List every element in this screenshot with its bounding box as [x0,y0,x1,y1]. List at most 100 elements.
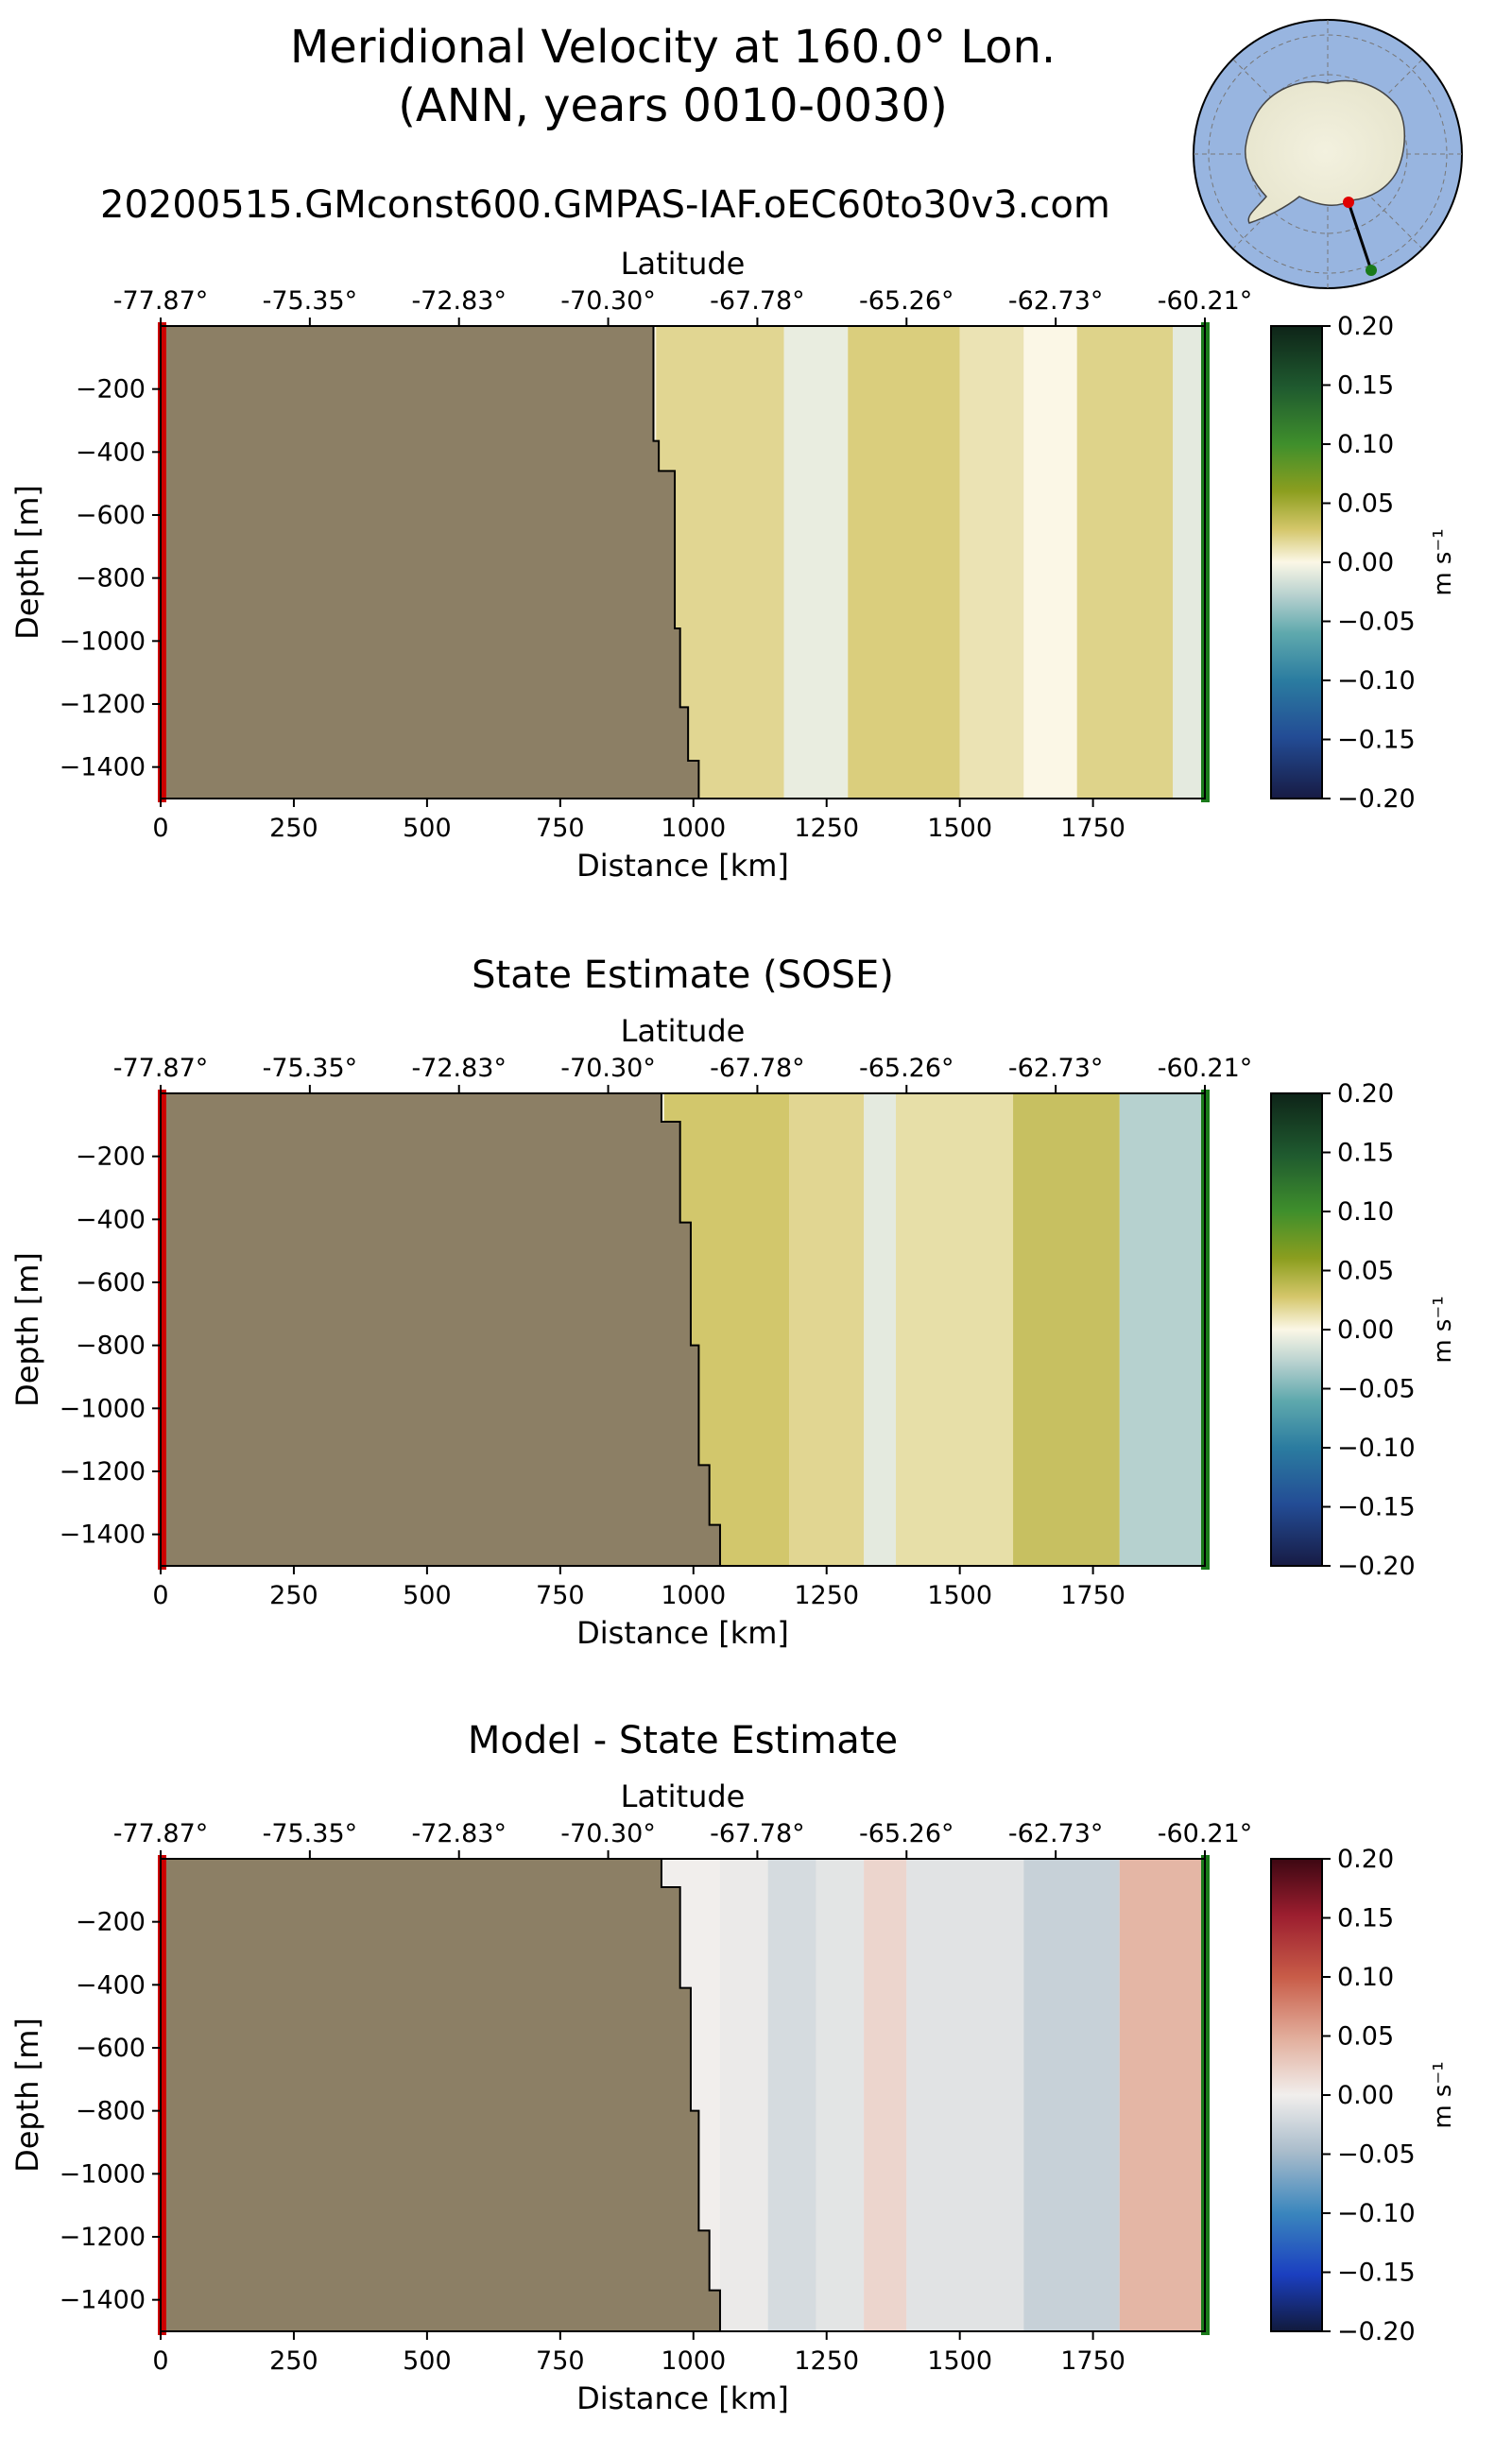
x-tick-label: 250 [269,1581,318,1610]
x-tick-label: 0 [152,814,168,843]
y-tick-label: −1200 [60,690,146,719]
colorbar-tick-label: −0.05 [1337,608,1416,637]
lat-tick-label: -75.35° [263,1054,358,1083]
y-tick-label: −1200 [60,1457,146,1486]
colorbar-tick-label: −0.20 [1337,2317,1416,2346]
velocity-column [816,1859,865,2331]
antarctica-landmass [1245,79,1405,224]
lat-tick-label: -67.78° [710,1054,805,1083]
velocity-column [767,1859,816,2331]
y-tick-label: −1000 [60,627,146,656]
transect-end-marker [1366,265,1377,276]
velocity-column [783,326,849,799]
y-axis-label: Depth [m] [9,485,45,640]
run-name: 20200515.GMconst600.GMPAS-IAF.oEC60to30v… [100,183,1110,227]
velocity-column [959,326,1024,799]
chart-panel-3: Model - State Estimate Latitude 0 250 500 750… [9,1719,1457,2416]
x-tick-label: 1500 [927,2346,992,2376]
colorbar-tick-label: 0.05 [1337,2022,1394,2052]
axes-frame [160,1092,1206,1567]
colorbar-tick-label: −0.20 [1337,784,1416,814]
colorbar-tick-label: −0.10 [1337,1434,1416,1463]
top-axis-label: Latitude [621,1778,746,1814]
lat-tick-label: -67.78° [710,286,805,316]
x-tick-label: 1500 [927,814,992,843]
velocity-column [864,1859,907,2331]
y-tick-label: −200 [76,375,146,404]
bathymetry-land [161,1859,720,2331]
x-axis-label: Distance [km] [576,848,789,884]
y-axis-label: Depth [m] [9,2018,45,2173]
y-tick-label: −200 [76,1143,146,1172]
x-tick-label: 1000 [661,1581,726,1610]
colorbar [1270,1858,1323,2332]
x-tick-label: 1750 [1060,1581,1125,1610]
lat-tick-label: -62.73° [1008,286,1104,316]
x-tick-label: 1500 [927,1581,992,1610]
transect-start-bar [158,322,166,802]
colorbar-tick-label: 0.20 [1337,312,1394,341]
velocity-column [1119,1093,1205,1566]
bathymetry-outline [652,326,700,799]
lat-tick-label: -72.83° [411,286,507,316]
velocity-column [719,1859,768,2331]
x-tick-label: 750 [536,1581,585,1610]
x-tick-label: 1000 [661,2346,726,2376]
lat-tick-label: -65.26° [859,286,954,316]
colorbar-tick-label: 0.00 [1337,1315,1394,1345]
colorbar-tick-label: 0.10 [1337,1197,1394,1227]
lat-tick-label: -70.30° [560,286,656,316]
colorbar-label: m s⁻¹ [1429,2061,1457,2128]
lat-tick-label: -60.21° [1158,1819,1253,1848]
colorbar-label: m s⁻¹ [1429,528,1457,595]
colorbar-tick-label: 0.10 [1337,430,1394,459]
bathymetry-land [161,326,699,799]
x-tick-label: 0 [152,2346,168,2376]
velocity-column [896,1093,1014,1566]
panel-title: State Estimate (SOSE) [472,954,894,997]
lat-tick-label: -75.35° [263,286,358,316]
x-tick-label: 1250 [794,814,859,843]
colorbar-tick-label: −0.15 [1337,726,1416,755]
transect-start-bar [158,1090,166,1570]
x-tick-label: 750 [536,2346,585,2376]
top-axis-label: Latitude [621,246,746,282]
velocity-column [1173,326,1205,799]
axes-frame [160,325,1206,799]
y-axis-label: Depth [m] [9,1252,45,1407]
colorbar-tick-label: 0.00 [1337,548,1394,577]
axes-frame [160,1858,1206,2332]
velocity-column [1023,326,1077,799]
velocity-column [848,326,960,799]
y-tick-label: −1000 [60,2159,146,2189]
y-tick-label: −400 [76,1205,146,1234]
colorbar-tick-label: 0.10 [1337,1963,1394,1992]
x-tick-label: 1750 [1060,2346,1125,2376]
y-tick-label: −1000 [60,1394,146,1423]
colorbar-tick-label: −0.05 [1337,2140,1416,2170]
inset-map [1193,19,1463,289]
colorbar-tick-label: 0.15 [1337,1904,1394,1933]
figure-title-line2: (ANN, years 0010-0030) [398,79,948,132]
colorbar-tick-label: −0.05 [1337,1375,1416,1404]
bathymetry-outline [660,1093,721,1566]
lat-tick-label: -72.83° [411,1054,507,1083]
colorbar-tick-label: 0.20 [1337,1079,1394,1108]
lat-tick-label: -62.73° [1008,1819,1104,1848]
y-tick-label: −800 [76,564,146,593]
colorbar-tick-label: 0.00 [1337,2081,1394,2110]
transect-start-bar [158,1855,166,2335]
x-tick-label: 1750 [1060,814,1125,843]
lat-tick-label: -62.73° [1008,1054,1104,1083]
lat-tick-label: -72.83° [411,1819,507,1848]
bathymetry-outline [660,1859,721,2331]
x-tick-label: 1000 [661,814,726,843]
velocity-column [1023,1859,1120,2331]
colorbar-tick-label: −0.10 [1337,2199,1416,2228]
y-tick-label: −800 [76,1332,146,1361]
colorbar-tick-label: −0.10 [1337,666,1416,696]
x-tick-label: 500 [403,2346,452,2376]
colorbar-tick-label: −0.20 [1337,1552,1416,1581]
velocity-column [864,1093,897,1566]
